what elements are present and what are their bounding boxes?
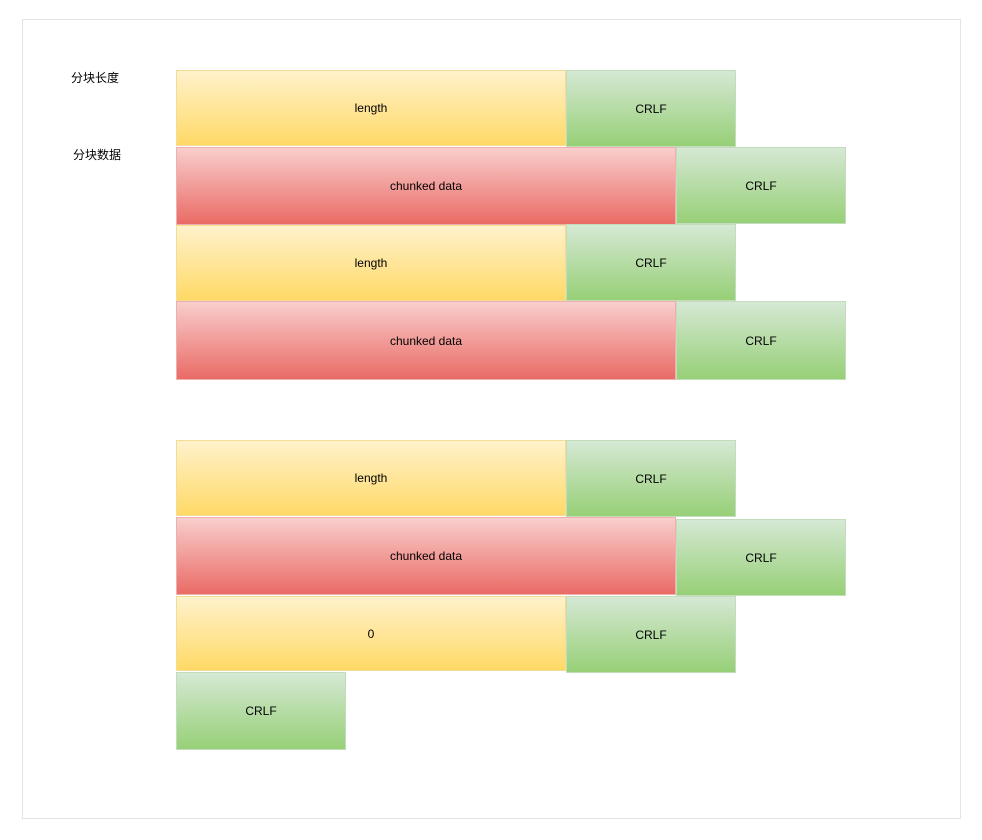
- crlf-block: CRLF: [676, 147, 846, 224]
- crlf-block: CRLF: [566, 440, 736, 517]
- last-chunk-size-block: 0: [176, 596, 566, 671]
- chunked-data-block: chunked data: [176, 517, 676, 595]
- chunk-length-label: 分块长度: [71, 71, 120, 85]
- final-crlf-block: CRLF: [176, 672, 346, 750]
- crlf-block: CRLF: [566, 596, 736, 673]
- crlf-block: CRLF: [566, 224, 736, 301]
- crlf-block: CRLF: [676, 301, 846, 380]
- chunk-length-block: length: [176, 70, 566, 146]
- chunked-data-block: chunked data: [176, 301, 676, 380]
- crlf-block: CRLF: [566, 70, 736, 147]
- chunk-length-block: length: [176, 225, 566, 301]
- chunked-data-block: chunked data: [176, 147, 676, 225]
- chunk-data-label: 分块数据: [73, 148, 122, 162]
- crlf-block: CRLF: [676, 519, 846, 596]
- chunk-length-block: length: [176, 440, 566, 516]
- diagram-canvas: [22, 19, 961, 819]
